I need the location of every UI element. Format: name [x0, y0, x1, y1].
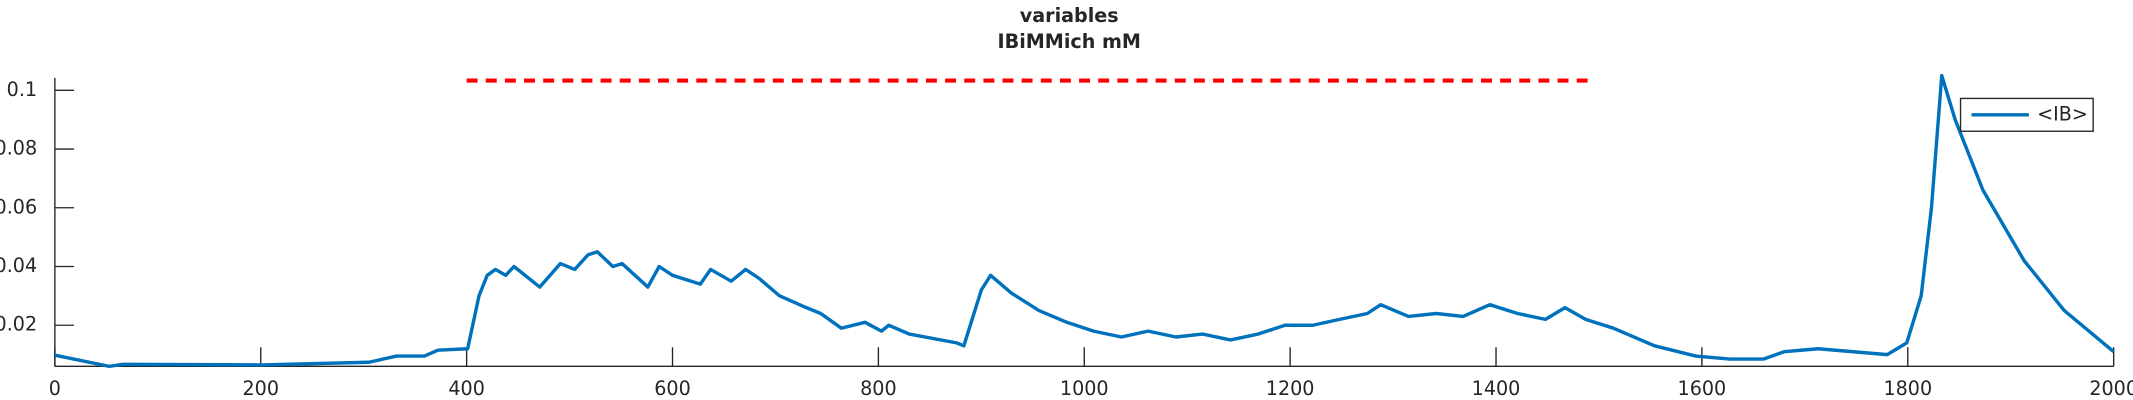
x-tick-label: 400 [448, 377, 485, 400]
y-tick-label: 0.06 [0, 195, 37, 218]
x-tick-label: 0 [49, 377, 61, 400]
x-tick-label: 600 [654, 377, 691, 400]
legend-label: <IB> [2037, 102, 2088, 125]
y-tick-label: 0.02 [0, 313, 37, 336]
chart-subtitle: IBiMMich mM [998, 30, 1141, 53]
data-line [54, 73, 2115, 369]
x-tick-label: 1800 [1883, 377, 1932, 400]
x-tick-label: 1000 [1060, 377, 1109, 400]
y-tick-label: 0.1 [7, 78, 37, 101]
x-tick-label: 2000 [2089, 377, 2133, 400]
x-tick-label: 1400 [1472, 377, 1521, 400]
x-tick-label: 1600 [1678, 377, 1727, 400]
x-tick-label: 1200 [1266, 377, 1315, 400]
y-tick-label: 0.08 [0, 137, 37, 160]
chart-title: variables [1020, 4, 1119, 27]
x-tick-label: 200 [243, 377, 280, 400]
y-tick-label: 0.04 [0, 254, 37, 277]
x-tick-label: 800 [860, 377, 897, 400]
